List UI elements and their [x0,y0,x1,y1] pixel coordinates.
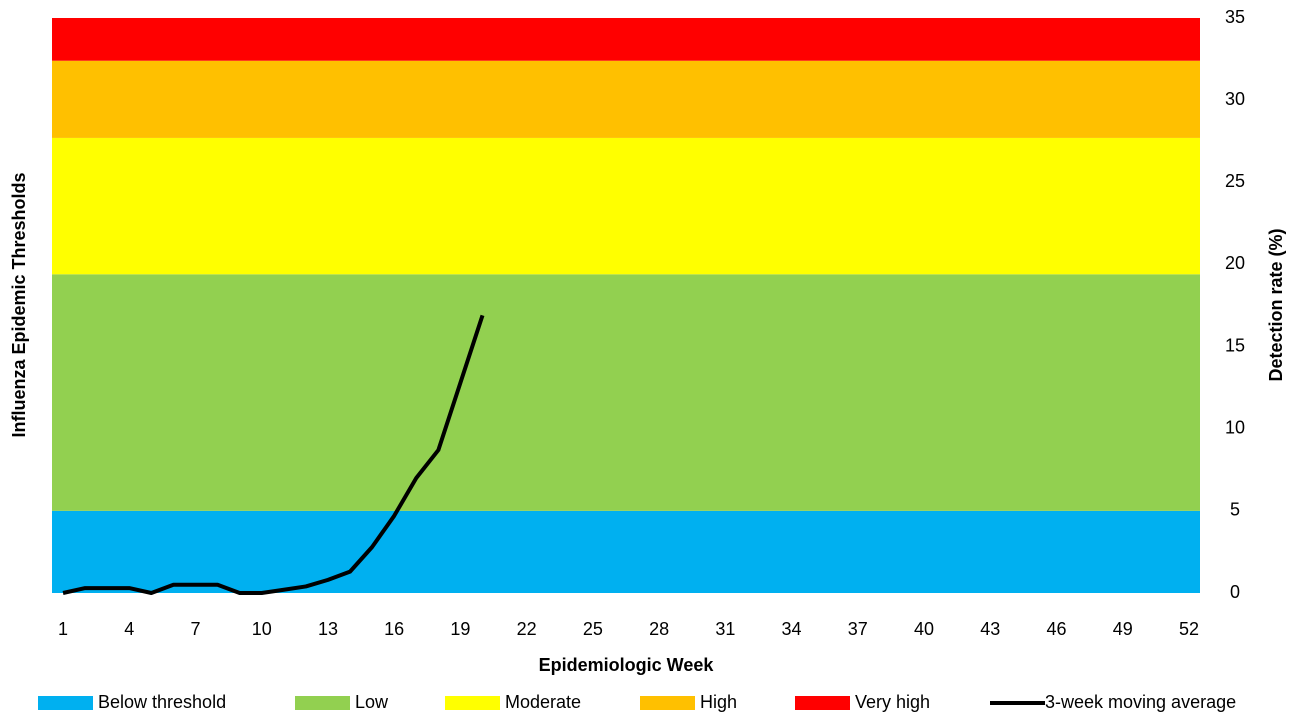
y-tick-label: 10 [1225,417,1245,437]
x-tick-label: 25 [583,619,603,639]
x-tick-label: 40 [914,619,934,639]
x-tick-label: 31 [715,619,735,639]
x-tick-label: 34 [782,619,802,639]
x-tick-label: 7 [190,619,200,639]
y-tick-label: 25 [1225,171,1245,191]
legend-swatch [445,696,500,710]
x-tick-label: 10 [252,619,272,639]
threshold-band [52,60,1200,138]
x-tick-label: 16 [384,619,404,639]
y-tick-label: 15 [1225,335,1245,355]
y-axis-label: Influenza Epidemic Thresholds [9,172,29,437]
x-tick-label: 13 [318,619,338,639]
legend-swatch [295,696,350,710]
legend-swatch [640,696,695,710]
y-tick-label: 0 [1230,582,1240,602]
x-tick-label: 1 [58,619,68,639]
x-tick-label: 43 [980,619,1000,639]
x-tick-label: 52 [1179,619,1199,639]
y-tick-label: 30 [1225,89,1245,109]
x-tick-label: 37 [848,619,868,639]
legend-label: Below threshold [98,692,226,712]
x-tick-label: 19 [450,619,470,639]
x-tick-label: 49 [1113,619,1133,639]
y-tick-label: 5 [1230,500,1240,520]
legend-label: Very high [855,692,930,712]
x-tick-label: 28 [649,619,669,639]
threshold-band [52,18,1200,61]
legend-swatch [795,696,850,710]
legend-label: 3-week moving average [1045,692,1236,712]
y-tick-label: 35 [1225,7,1245,27]
legend-swatch [38,696,93,710]
x-axis-label: Epidemiologic Week [539,655,715,675]
threshold-band [52,274,1200,511]
x-tick-label: 46 [1046,619,1066,639]
x-tick-label: 4 [124,619,134,639]
threshold-band [52,510,1200,593]
legend-label: High [700,692,737,712]
y2-axis-label: Detection rate (%) [1266,228,1286,381]
legend-label: Low [355,692,389,712]
x-tick-label: 22 [517,619,537,639]
line-series [62,314,485,595]
legend-label: Moderate [505,692,581,712]
y-tick-label: 20 [1225,253,1245,273]
threshold-band [52,137,1200,275]
